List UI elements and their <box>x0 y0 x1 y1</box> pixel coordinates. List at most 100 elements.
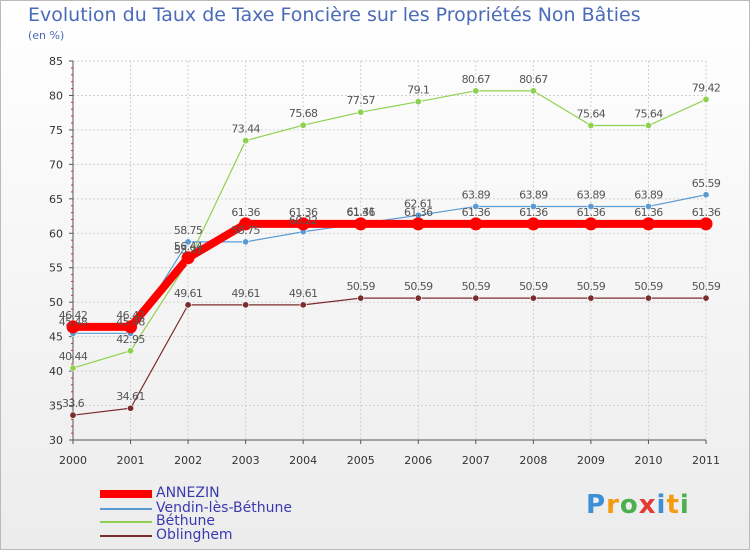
y-tick-labels: 30 35 40 45 50 55 60 65 70 75 80 85 <box>49 55 63 447</box>
data-label: 61.36 <box>577 206 606 219</box>
logo-letter: x <box>638 490 657 520</box>
data-label: 55.91 <box>174 243 203 256</box>
data-label: 61.36 <box>519 206 548 219</box>
data-point <box>702 95 710 103</box>
data-point <box>472 294 480 302</box>
data-point <box>357 108 365 116</box>
y-axis-unit-label: (en %) <box>28 29 65 42</box>
data-label: 50.59 <box>346 280 375 293</box>
data-point <box>181 251 195 265</box>
data-point <box>66 320 80 334</box>
y-tick-label: 55 <box>49 262 63 275</box>
data-point <box>239 217 253 231</box>
data-point <box>699 217 713 231</box>
data-point <box>242 301 250 309</box>
data-label: 58.75 <box>231 224 260 237</box>
series-line <box>73 219 706 331</box>
x-tick-label: 2005 <box>347 454 375 467</box>
data-point <box>472 202 480 210</box>
y-tick-label: 30 <box>49 434 63 447</box>
data-label: 61.36 <box>404 206 433 219</box>
legend-swatch-bethune <box>100 521 152 523</box>
data-label: 50.59 <box>692 280 721 293</box>
data-label: 63.89 <box>462 188 491 201</box>
data-label: 63.89 <box>634 188 663 201</box>
grid-lines <box>73 60 707 440</box>
data-point <box>124 320 138 334</box>
data-label: 65.59 <box>692 177 721 190</box>
data-point <box>299 301 307 309</box>
data-labels: 46.42 46.42 56.44 61.36 61.36 61.36 61.36 61.36… <box>59 73 722 410</box>
data-label: 61.41 <box>346 206 375 219</box>
data-label: 61.36 <box>692 206 721 219</box>
data-point <box>411 217 425 231</box>
data-label: 80.67 <box>462 73 491 86</box>
data-point <box>644 202 652 210</box>
data-label: 50.59 <box>634 280 663 293</box>
data-label: 46.42 <box>59 309 88 322</box>
data-label: 45.48 <box>59 315 88 328</box>
data-label: 58.75 <box>174 224 203 237</box>
data-point <box>587 294 595 302</box>
x-tick-label: 2000 <box>59 454 87 467</box>
logo-letter: i <box>656 490 667 520</box>
data-label: 49.61 <box>289 287 318 300</box>
data-point <box>644 294 652 302</box>
logo-letter: P <box>586 490 607 520</box>
data-point <box>641 217 655 231</box>
x-tick-label: 2006 <box>404 454 432 467</box>
legend-swatch-vendin <box>100 508 152 510</box>
legend-label-bethune: Béthune <box>156 513 215 529</box>
x-tick-label: 2003 <box>232 454 260 467</box>
data-label: 75.64 <box>577 107 606 120</box>
x-tick-label: 2002 <box>174 454 202 467</box>
data-point <box>587 121 595 129</box>
y-tick-label: 80 <box>49 89 63 102</box>
data-point <box>242 238 250 246</box>
x-tick-labels: 2000 2001 2002 2003 2004 2005 2006 2007 2008 2009… <box>59 454 720 467</box>
data-point <box>184 301 192 309</box>
series-points <box>66 87 713 419</box>
data-label: 33.6 <box>62 397 85 410</box>
y-tick-label: 60 <box>49 227 63 240</box>
logo-letter: t <box>666 490 680 520</box>
data-label: 34.61 <box>116 390 145 403</box>
series-line <box>72 297 706 416</box>
legend-swatch-oblinghem <box>100 535 152 537</box>
series-lines <box>72 90 707 416</box>
axes <box>69 60 707 444</box>
data-label: 77.57 <box>346 94 375 107</box>
data-point <box>469 217 483 231</box>
y-tick-label: 50 <box>49 296 63 309</box>
y-tick-label: 35 <box>49 400 63 413</box>
data-label: 63.89 <box>577 188 606 201</box>
data-point <box>414 98 422 106</box>
data-label: 75.68 <box>289 107 318 120</box>
y-tick-label: 45 <box>49 331 63 344</box>
data-label: 62.61 <box>404 197 433 210</box>
data-point <box>472 87 480 95</box>
data-point <box>529 294 537 302</box>
proxiti-logo: Proxiti <box>586 490 690 520</box>
data-label: 50.59 <box>462 280 491 293</box>
legend-label-annezin: ANNEZIN <box>156 485 220 501</box>
data-label: 79.1 <box>407 84 429 97</box>
x-tick-label: 2010 <box>634 454 662 467</box>
data-label: 79.42 <box>692 81 721 94</box>
data-point <box>69 411 77 419</box>
data-point <box>184 238 192 246</box>
x-tick-label: 2009 <box>577 454 605 467</box>
chart-title: Evolution du Taux de Taxe Foncière sur l… <box>28 4 641 26</box>
data-label: 49.61 <box>231 287 260 300</box>
y-tick-label: 75 <box>49 124 63 137</box>
data-label: 50.59 <box>577 280 606 293</box>
data-point <box>702 191 710 199</box>
data-point <box>644 121 652 129</box>
x-tick-label: 2007 <box>462 454 490 467</box>
data-label: 61.36 <box>231 206 260 219</box>
x-tick-label: 2011 <box>692 454 720 467</box>
data-label: 61.36 <box>289 206 318 219</box>
data-label: 45.48 <box>116 315 145 328</box>
data-point <box>354 217 368 231</box>
